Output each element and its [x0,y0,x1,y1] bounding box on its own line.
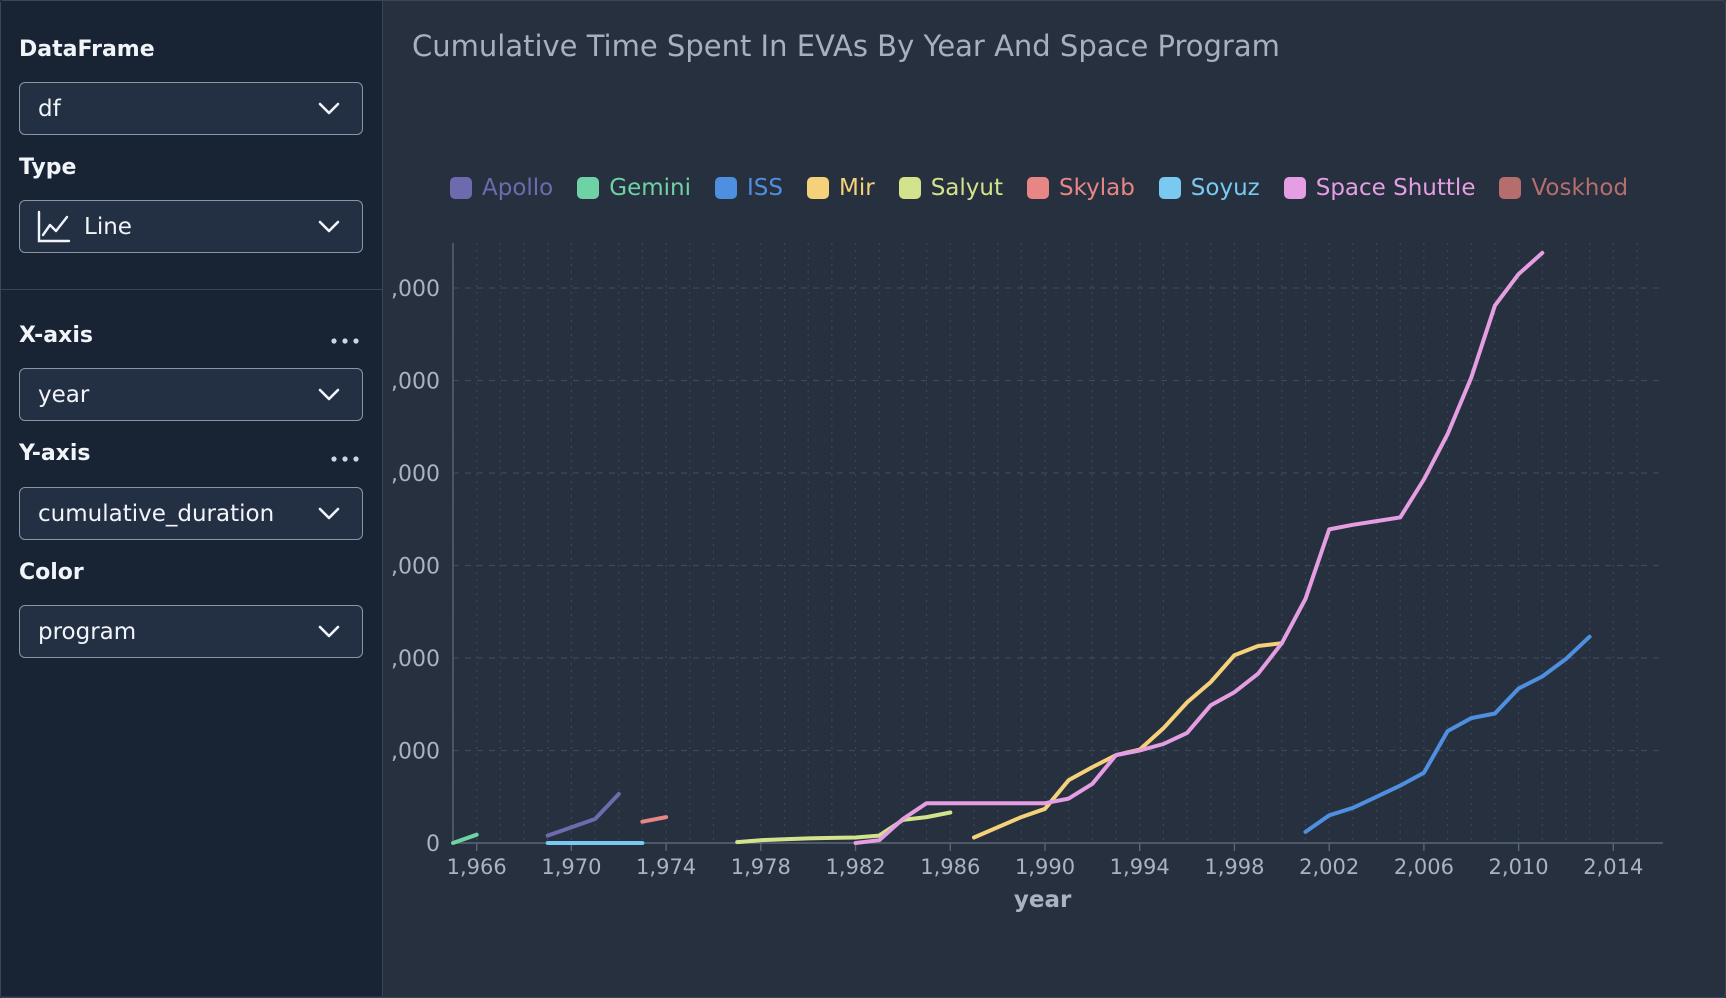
yaxis-value: cumulative_duration [38,500,275,527]
sidebar-divider [1,289,382,290]
series-line-salyut [735,810,953,845]
legend-swatch [1027,177,1049,199]
type-select[interactable]: Line [19,200,363,253]
legend-label: Voskhod [1531,175,1629,201]
chart-panel: Cumulative Time Spent In EVAs By Year An… [383,1,1724,996]
legend-item-iss[interactable]: ISS [715,175,783,201]
legend-item-gemini[interactable]: Gemini [577,175,691,201]
legend-item-skylab[interactable]: Skylab [1027,175,1135,201]
legend-item-salyut[interactable]: Salyut [898,175,1003,201]
y-tick-label: ,000 [391,277,440,302]
yaxis-select[interactable]: cumulative_duration [19,487,363,540]
y-tick-label: 0 [426,832,440,857]
x-tick-label: 1,978 [731,855,791,879]
x-tick-label: 1,986 [920,855,980,879]
legend-label: Apollo [482,175,554,201]
x-tick-label: 1,970 [541,855,601,879]
legend-item-soyuz[interactable]: Soyuz [1158,175,1260,201]
y-tick-label: ,000 [391,740,440,765]
legend-label: Mir [839,175,875,201]
legend-swatch [898,177,921,199]
yaxis-label: Y-axis [19,441,91,466]
legend-label: Salyut [930,175,1003,201]
y-tick-label: ,000 [391,462,440,487]
x-tick-label: 1,966 [447,855,507,879]
legend-swatch [1158,177,1181,199]
chart-legend: Apollo Gemini ISS Mir Salyut Skylab Soyuz Space… [450,173,1652,203]
x-tick-label: 1,982 [825,855,885,879]
legend-swatch [715,177,738,199]
legend-label: Gemini [609,175,692,201]
legend-item-mir[interactable]: Mir [807,175,875,201]
line-chart-icon [37,210,71,242]
legend-label: Space Shuttle [1315,175,1476,201]
legend-swatch [807,177,829,199]
series-line-gemini [451,832,479,845]
color-label: Color [19,560,84,585]
chevron-down-icon [318,220,340,232]
chevron-down-icon [318,507,340,519]
legend-label: Skylab [1059,175,1135,201]
legend-swatch [577,177,600,199]
x-tick-label: 1,974 [636,855,696,879]
legend-item-apollo[interactable]: Apollo [450,175,553,201]
series-line-iss [1303,634,1592,834]
yaxis-more-options-icon[interactable] [330,455,360,463]
type-label: Type [19,155,77,180]
color-value: program [38,618,137,645]
chart-config-sidebar: DataFrame df Type Line X-axis year Y-axi… [1,1,383,996]
xaxis-more-options-icon[interactable] [330,337,360,345]
chevron-down-icon [318,388,340,400]
type-value: Line [84,213,132,240]
legend-item-space-shuttle[interactable]: Space Shuttle [1283,175,1476,201]
xaxis-select[interactable]: year [19,368,363,421]
y-tick-label: ,000 [391,555,440,580]
color-select[interactable]: program [19,605,363,658]
dataframe-select[interactable]: df [19,82,363,135]
chevron-down-icon [318,625,340,637]
y-tick-label: ,000 [391,647,440,672]
x-tick-label: 1,994 [1110,855,1170,879]
dataframe-value: df [38,95,61,122]
series-line-space-shuttle [853,250,1545,845]
y-tick-label: ,000 [391,370,440,395]
x-tick-label: 2,002 [1299,855,1359,879]
x-tick-label: 2,006 [1394,855,1454,879]
x-tick-label: 2,010 [1489,855,1549,879]
x-tick-label: 1,990 [1015,855,1075,879]
x-tick-label: 1,998 [1204,855,1264,879]
series-line-apollo [545,792,621,838]
legend-label: ISS [747,175,783,201]
chart-title: Cumulative Time Spent In EVAs By Year An… [412,29,1280,63]
legend-swatch [1283,177,1306,199]
chevron-down-icon [318,102,340,114]
xaxis-value: year [38,381,90,408]
xaxis-label: X-axis [19,323,93,348]
legend-swatch [450,177,472,199]
series-line-skylab [640,815,669,824]
line-chart: 0 ,000 ,000 ,000 ,000 ,000 ,000 1,966 1,970 1,974… [391,243,1663,913]
x-axis-title: year [1014,887,1072,913]
legend-label: Soyuz [1190,175,1260,201]
legend-item-voskhod[interactable]: Voskhod [1499,175,1628,201]
series-line-mir [972,641,1284,840]
x-tick-label: 2,014 [1583,855,1643,879]
dataframe-label: DataFrame [19,37,155,62]
legend-swatch [1499,177,1522,199]
